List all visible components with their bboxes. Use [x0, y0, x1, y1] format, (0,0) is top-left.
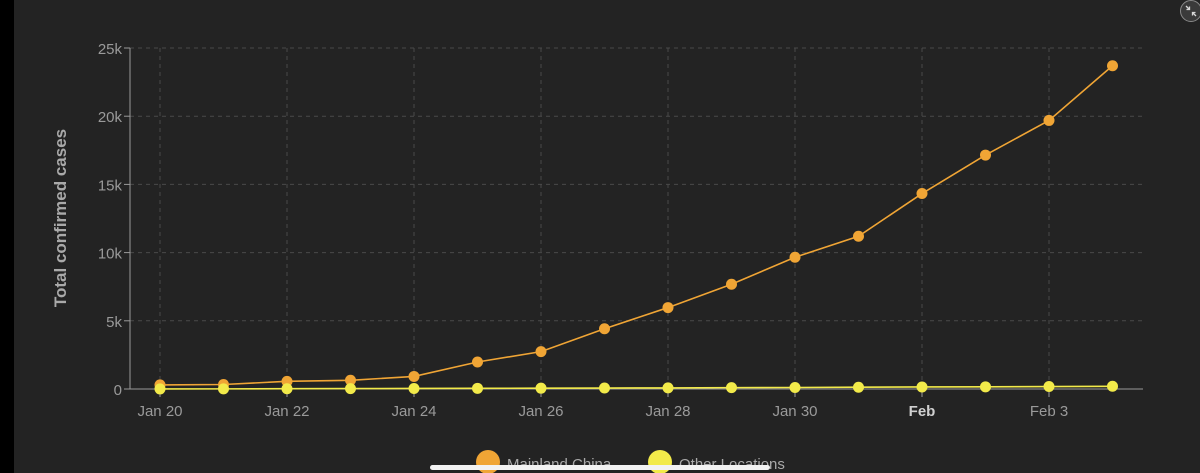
series-layer	[154, 60, 1118, 395]
data-point	[980, 381, 991, 393]
data-point	[916, 188, 928, 200]
data-point	[154, 383, 166, 395]
y-tick-label: 0	[114, 382, 122, 399]
data-point	[1107, 380, 1118, 392]
x-tick-label: Jan 30	[772, 403, 817, 420]
y-tick-labels: 0 5k 10k 15k 20k 25k	[98, 41, 123, 399]
data-point	[1043, 381, 1055, 393]
y-tick-label: 20k	[98, 109, 123, 126]
data-point	[408, 370, 420, 382]
chart-panel	[14, 0, 1200, 473]
data-point	[599, 323, 610, 335]
collapse-button[interactable]	[1180, 0, 1200, 22]
data-point	[662, 302, 674, 314]
y-tick-label: 5k	[106, 314, 122, 331]
data-point	[472, 356, 483, 368]
y-axis-label: Total confirmed cases	[51, 129, 70, 307]
x-tick-labels: Jan 20 Jan 22 Jan 24 Jan 26 Jan 28 Jan 30 Feb F…	[137, 403, 1068, 420]
x-tick-label: Feb	[909, 403, 936, 420]
data-point	[916, 381, 928, 393]
y-tick-label: 10k	[98, 246, 123, 263]
data-point	[662, 382, 674, 394]
data-point	[281, 383, 293, 395]
data-point	[218, 383, 229, 395]
data-point	[726, 382, 737, 394]
series-line-0	[159, 65, 1114, 386]
collapse-icon	[1185, 5, 1197, 17]
data-point	[789, 251, 801, 263]
data-point	[853, 230, 864, 242]
data-point	[1043, 114, 1055, 126]
x-tick-label: Jan 28	[645, 403, 690, 420]
series-line-1	[159, 385, 1113, 390]
y-tick-label: 15k	[98, 177, 123, 194]
axes	[124, 47, 1143, 397]
data-point	[853, 381, 864, 393]
y-tick-label: 25k	[98, 41, 123, 58]
x-tick-label: Jan 24	[391, 403, 436, 420]
data-point	[726, 278, 737, 290]
data-point	[535, 382, 547, 394]
data-point	[535, 346, 547, 358]
home-indicator	[430, 465, 770, 470]
data-point	[599, 382, 610, 394]
data-point	[980, 149, 991, 161]
data-point	[408, 382, 420, 394]
data-point	[345, 374, 356, 386]
data-point	[345, 383, 356, 395]
x-tick-label: Jan 26	[518, 403, 563, 420]
x-tick-label: Feb 3	[1030, 403, 1068, 420]
data-point	[789, 381, 801, 393]
grid-lines	[130, 47, 1143, 389]
x-tick-label: Jan 20	[137, 403, 182, 420]
data-point	[1107, 60, 1118, 72]
data-point	[472, 382, 483, 394]
x-tick-label: Jan 22	[264, 403, 309, 420]
